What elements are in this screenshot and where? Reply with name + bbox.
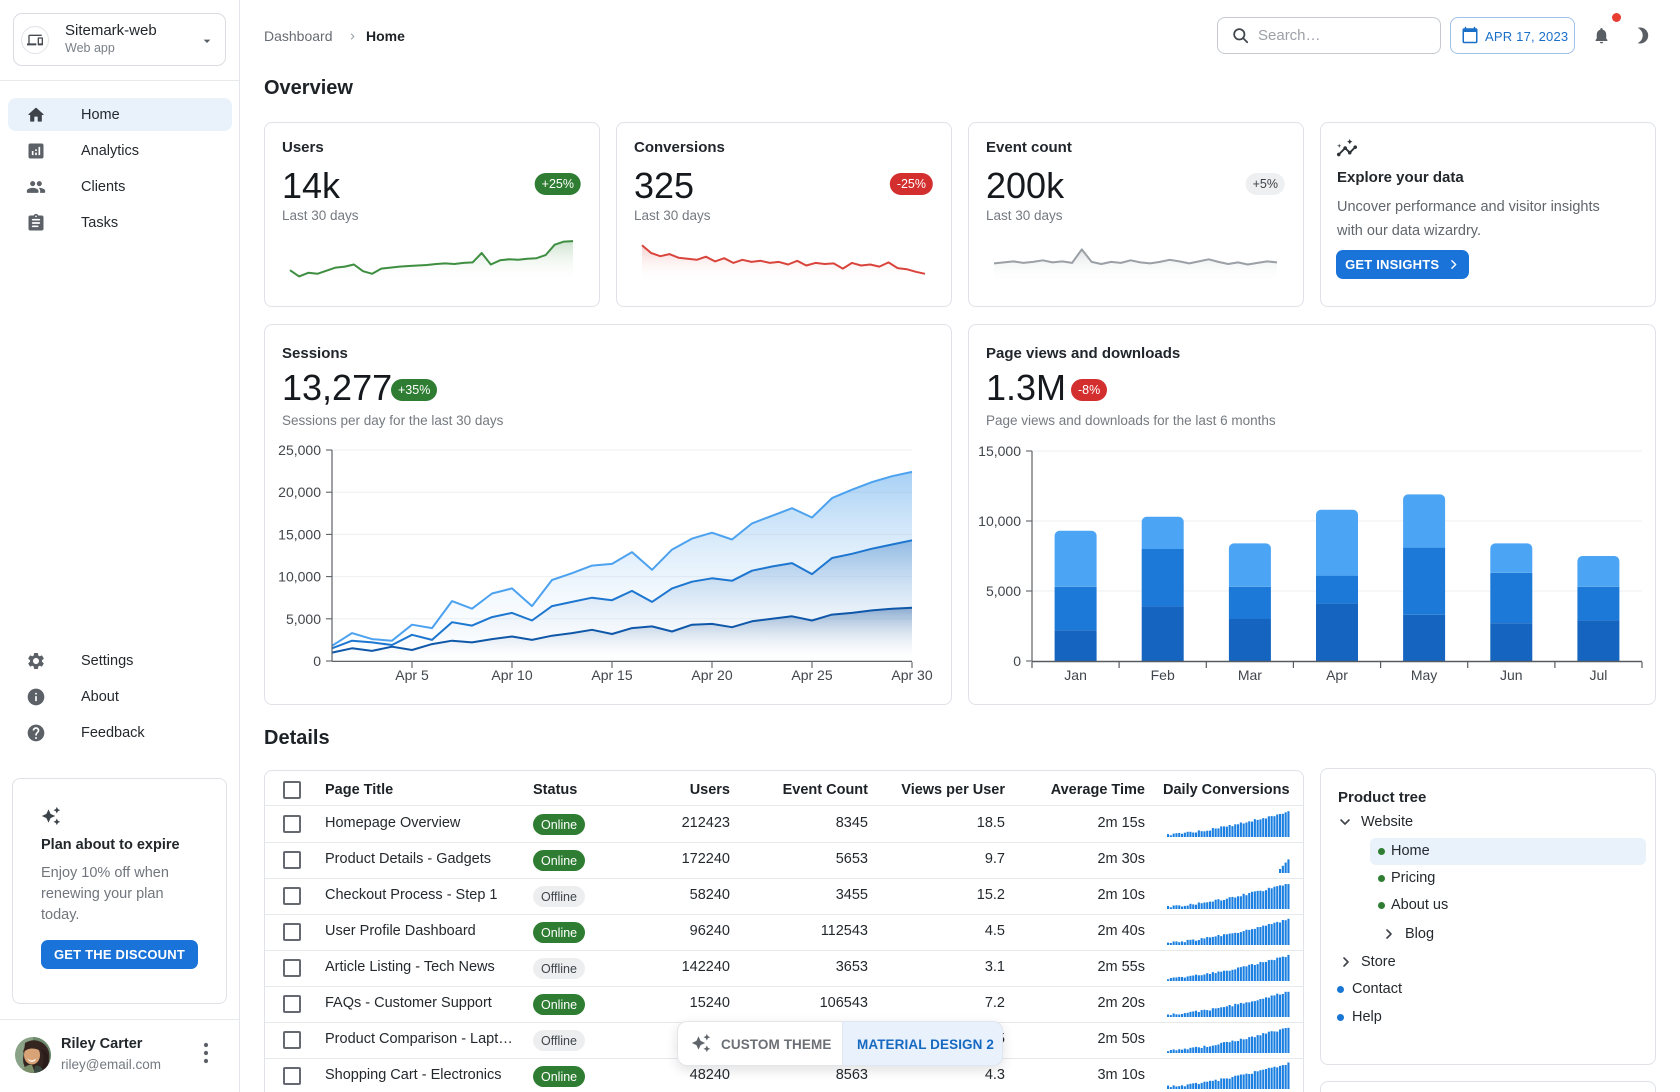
svg-text:May: May (1411, 667, 1437, 683)
svg-text:Apr 20: Apr 20 (691, 667, 732, 683)
svg-text:Apr 10: Apr 10 (491, 667, 532, 683)
svg-text:15,000: 15,000 (978, 443, 1021, 459)
svg-text:Apr 5: Apr 5 (395, 667, 429, 683)
svg-text:Jul: Jul (1589, 667, 1607, 683)
svg-text:5,000: 5,000 (986, 583, 1021, 599)
svg-text:Jan: Jan (1064, 667, 1087, 683)
svg-text:10,000: 10,000 (278, 569, 321, 585)
svg-text:5,000: 5,000 (286, 611, 321, 627)
svg-text:15,000: 15,000 (278, 526, 321, 542)
svg-text:10,000: 10,000 (978, 513, 1021, 529)
svg-text:20,000: 20,000 (278, 484, 321, 500)
svg-text:Mar: Mar (1238, 667, 1262, 683)
svg-text:Feb: Feb (1151, 667, 1175, 683)
svg-text:0: 0 (1013, 653, 1021, 669)
svg-text:25,000: 25,000 (278, 442, 321, 458)
svg-text:Apr 25: Apr 25 (791, 667, 832, 683)
svg-text:Apr: Apr (1326, 667, 1348, 683)
svg-text:Apr 15: Apr 15 (591, 667, 632, 683)
svg-text:Jun: Jun (1500, 667, 1523, 683)
svg-text:Apr 30: Apr 30 (891, 667, 932, 683)
svg-text:0: 0 (313, 653, 321, 669)
